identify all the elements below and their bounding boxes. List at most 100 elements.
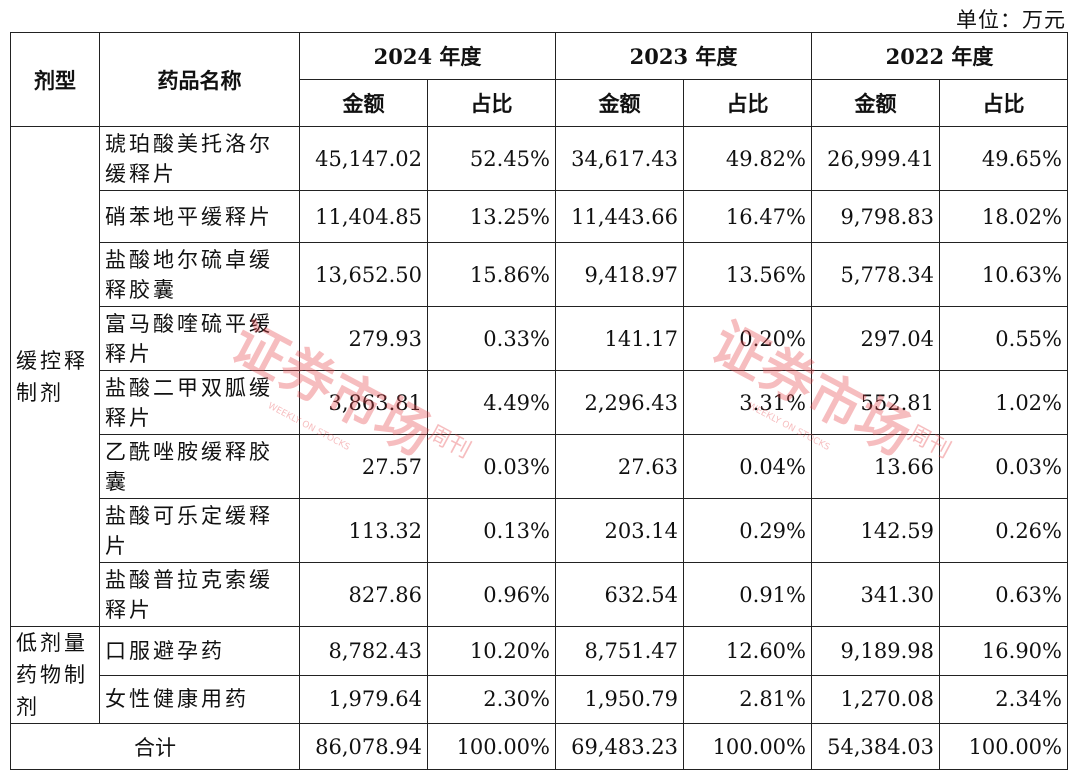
dosage-type-cell: 低剂量药物制剂 (10, 626, 100, 724)
amount-cell: 1,270.08 (811, 674, 940, 724)
drug-name-cell: 盐酸地尔硫卓缓释胶囊 (99, 242, 300, 307)
amount-cell: 341.30 (811, 562, 940, 627)
header-year-2023: 2023 年度 (555, 32, 812, 80)
ratio-cell: 4.49% (427, 370, 556, 435)
header-year-2022: 2022 年度 (811, 32, 1068, 80)
ratio-cell: 0.63% (939, 562, 1068, 627)
header-ratio: 占比 (683, 79, 812, 127)
table-row: 乙酰唑胺缓释胶囊 27.57 0.03% 27.63 0.04% 13.66 0.03% (11, 434, 1068, 499)
drug-name-cell: 硝苯地平缓释片 (99, 190, 300, 243)
ratio-cell: 0.33% (427, 306, 556, 371)
header-type: 剂型 (10, 32, 100, 127)
ratio-cell: 0.91% (683, 562, 812, 627)
amount-cell: 13.66 (811, 434, 940, 499)
ratio-cell: 12.60% (683, 626, 812, 676)
ratio-cell: 0.20% (683, 306, 812, 371)
table-row: 盐酸地尔硫卓缓释胶囊 13,652.50 15.86% 9,418.97 13.56% 5… (11, 242, 1068, 307)
amount-cell: 203.14 (555, 498, 684, 563)
table-row: 盐酸普拉克索缓释片 827.86 0.96% 632.54 0.91% 341.30 0.6… (11, 562, 1068, 627)
amount-cell: 2,296.43 (555, 370, 684, 435)
amount-cell: 11,404.85 (299, 190, 428, 243)
header-ratio: 占比 (939, 79, 1068, 127)
total-amount-cell: 54,384.03 (811, 723, 940, 770)
ratio-cell: 10.20% (427, 626, 556, 676)
header-amount: 金额 (811, 79, 940, 127)
header-amount: 金额 (299, 79, 428, 127)
amount-cell: 45,147.02 (299, 126, 428, 191)
drug-name-cell: 女性健康用药 (99, 674, 300, 724)
amount-cell: 297.04 (811, 306, 940, 371)
ratio-cell: 0.96% (427, 562, 556, 627)
total-row: 合计 86,078.94 100.00% 69,483.23 100.00% 54,384… (10, 723, 1068, 770)
amount-cell: 26,999.41 (811, 126, 940, 191)
table-row: 盐酸可乐定缓释片 113.32 0.13% 203.14 0.29% 142.59 0.26… (11, 498, 1068, 563)
total-ratio-cell: 100.00% (427, 723, 556, 770)
table-row: 盐酸二甲双胍缓释片 3,863.81 4.49% 2,296.43 3.31% 552.8… (11, 370, 1068, 435)
ratio-cell: 0.26% (939, 498, 1068, 563)
amount-cell: 141.17 (555, 306, 684, 371)
table-row: 缓控释制剂 琥珀酸美托洛尔缓释片 45,147.02 52.45% 34,617.43 4… (10, 126, 1068, 627)
ratio-cell: 0.55% (939, 306, 1068, 371)
ratio-cell: 0.29% (683, 498, 812, 563)
ratio-cell: 10.63% (939, 242, 1068, 307)
amount-cell: 8,782.43 (299, 626, 428, 676)
ratio-cell: 16.90% (939, 626, 1068, 676)
drug-name-cell: 口服避孕药 (99, 626, 300, 676)
revenue-table: 剂型 药品名称 2024 年度 2023 年度 2022 年度 金额 占比 金额… (10, 32, 1068, 770)
amount-cell: 552.81 (811, 370, 940, 435)
amount-cell: 142.59 (811, 498, 940, 563)
amount-cell: 1,979.64 (299, 674, 428, 724)
amount-cell: 11,443.66 (555, 190, 684, 243)
ratio-cell: 0.04% (683, 434, 812, 499)
amount-cell: 9,418.97 (555, 242, 684, 307)
amount-cell: 9,798.83 (811, 190, 940, 243)
amount-cell: 827.86 (299, 562, 428, 627)
header-name: 药品名称 (99, 32, 300, 127)
ratio-cell: 15.86% (427, 242, 556, 307)
drug-name-cell: 盐酸普拉克索缓释片 (99, 562, 300, 627)
amount-cell: 27.63 (555, 434, 684, 499)
amount-cell: 3,863.81 (299, 370, 428, 435)
drug-name-cell: 盐酸二甲双胍缓释片 (99, 370, 300, 435)
ratio-cell: 16.47% (683, 190, 812, 243)
total-amount-cell: 69,483.23 (555, 723, 684, 770)
dosage-type-cell: 缓控释制剂 (10, 126, 100, 627)
total-ratio-cell: 100.00% (939, 723, 1068, 770)
amount-cell: 1,950.79 (555, 674, 684, 724)
amount-cell: 9,189.98 (811, 626, 940, 676)
amount-cell: 34,617.43 (555, 126, 684, 191)
ratio-cell: 2.34% (939, 674, 1068, 724)
ratio-cell: 52.45% (427, 126, 556, 191)
amount-cell: 279.93 (299, 306, 428, 371)
table-row: 低剂量药物制剂 口服避孕药 8,782.43 10.20% 8,751.47 12.60%… (10, 626, 1068, 724)
ratio-cell: 0.03% (427, 434, 556, 499)
table-row: 女性健康用药 1,979.64 2.30% 1,950.79 2.81% 1,270.08… (11, 674, 1068, 724)
ratio-cell: 1.02% (939, 370, 1068, 435)
ratio-cell: 0.03% (939, 434, 1068, 499)
drug-name-cell: 盐酸可乐定缓释片 (99, 498, 300, 563)
amount-cell: 13,652.50 (299, 242, 428, 307)
total-amount-cell: 86,078.94 (299, 723, 428, 770)
ratio-cell: 3.31% (683, 370, 812, 435)
ratio-cell: 49.65% (939, 126, 1068, 191)
header-year-2024: 2024 年度 (299, 32, 556, 80)
amount-cell: 8,751.47 (555, 626, 684, 676)
ratio-cell: 13.25% (427, 190, 556, 243)
amount-cell: 5,778.34 (811, 242, 940, 307)
drug-name-cell: 富马酸喹硫平缓释片 (99, 306, 300, 371)
amount-cell: 113.32 (299, 498, 428, 563)
header-amount: 金额 (555, 79, 684, 127)
ratio-cell: 13.56% (683, 242, 812, 307)
table-row: 硝苯地平缓释片 11,404.85 13.25% 11,443.66 16.47% 9,7… (11, 190, 1068, 243)
amount-cell: 27.57 (299, 434, 428, 499)
amount-cell: 632.54 (555, 562, 684, 627)
ratio-cell: 0.13% (427, 498, 556, 563)
ratio-cell: 2.81% (683, 674, 812, 724)
ratio-cell: 49.82% (683, 126, 812, 191)
total-label: 合计 (10, 723, 300, 770)
drug-name-cell: 琥珀酸美托洛尔缓释片 (99, 126, 300, 191)
ratio-cell: 2.30% (427, 674, 556, 724)
drug-name-cell: 乙酰唑胺缓释胶囊 (99, 434, 300, 499)
total-ratio-cell: 100.00% (683, 723, 812, 770)
unit-label: 单位：万元 (956, 8, 1066, 32)
